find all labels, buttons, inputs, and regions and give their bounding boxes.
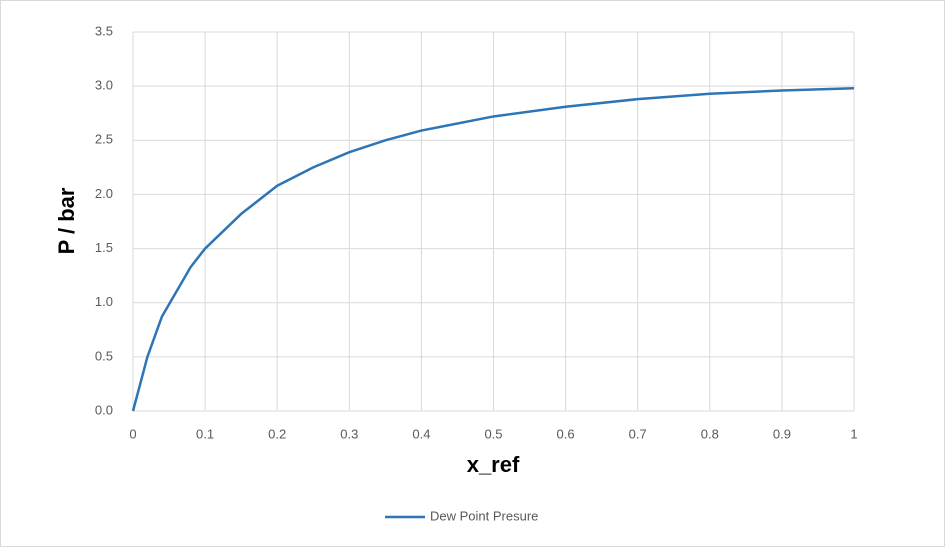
x-tick-label: 0: [129, 426, 136, 441]
y-tick-label: 1.5: [95, 240, 113, 255]
x-tick-label: 0.6: [557, 426, 575, 441]
y-tick-label: 0.5: [95, 348, 113, 363]
legend-label: Dew Point Presure: [430, 508, 538, 523]
x-axis-title: x_ref: [467, 452, 520, 477]
x-tick-label: 0.2: [268, 426, 286, 441]
x-tick-label: 0.7: [629, 426, 647, 441]
y-axis-title: P / bar: [54, 187, 79, 254]
y-tick-label: 3.5: [95, 23, 113, 38]
x-tick-label: 1: [850, 426, 857, 441]
y-tick-label: 3.0: [95, 78, 113, 93]
y-tick-label: 2.0: [95, 186, 113, 201]
x-tick-label: 0.4: [412, 426, 430, 441]
y-tick-label: 1.0: [95, 294, 113, 309]
x-tick-label: 0.8: [701, 426, 719, 441]
x-tick-label: 0.5: [484, 426, 502, 441]
x-tick-label: 0.9: [773, 426, 791, 441]
x-tick-label: 0.3: [340, 426, 358, 441]
data-line: [131, 87, 855, 412]
x-tick-label: 0.1: [196, 426, 214, 441]
y-tick-label: 2.5: [95, 132, 113, 147]
y-tick-label: 0.0: [95, 402, 113, 417]
